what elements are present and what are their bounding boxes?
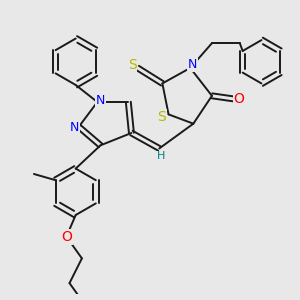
Text: N: N	[188, 58, 197, 71]
Text: O: O	[234, 92, 244, 106]
Text: N: N	[96, 94, 105, 107]
Text: S: S	[158, 110, 166, 124]
Text: O: O	[61, 230, 72, 244]
Text: N: N	[70, 121, 79, 134]
Text: S: S	[128, 58, 136, 73]
Text: H: H	[157, 151, 165, 161]
